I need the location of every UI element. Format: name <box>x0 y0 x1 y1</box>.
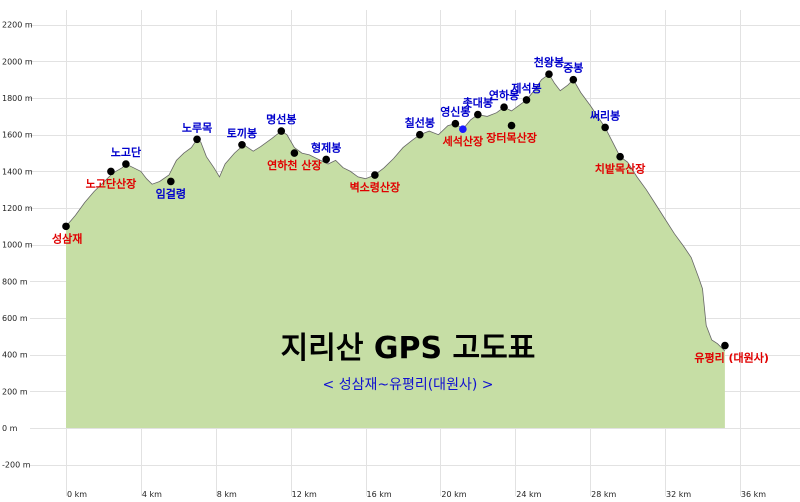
waypoint-label: 노루목 <box>182 121 212 134</box>
waypoint-marker <box>107 167 115 176</box>
waypoint-marker <box>238 141 246 149</box>
x-tick-label: 32 km <box>666 490 691 499</box>
waypoint-label: 토끼봉 <box>227 126 257 140</box>
waypoint-marker <box>474 110 482 119</box>
waypoint-label: 노고단 <box>111 145 141 159</box>
chart-title: 지리산 GPS 고도표 <box>281 331 536 366</box>
waypoint-marker <box>601 123 609 132</box>
waypoint-label: 치밭목산장 <box>595 162 646 176</box>
y-tick-label: 2000 m <box>2 57 33 66</box>
waypoint-marker <box>451 119 460 128</box>
elevation-area <box>65 73 726 428</box>
y-tick-label: 400 m <box>2 351 28 360</box>
y-tick-label: -200 m <box>2 461 31 470</box>
waypoint-marker <box>167 177 175 186</box>
chart-subtitle: < 성삼재~유평리(대원사) > <box>323 377 494 393</box>
waypoint-label: 촛대봉 <box>463 96 493 110</box>
waypoint-marker <box>193 135 201 144</box>
waypoint-label: 칠선봉 <box>405 116 435 130</box>
y-tick-label: 1200 m <box>2 204 33 213</box>
x-tick-label: 28 km <box>591 490 616 499</box>
waypoint-label: 노고단산장 <box>86 176 137 190</box>
waypoint-marker <box>507 121 516 130</box>
elevation-fill <box>66 74 725 428</box>
y-axis-ticks: 2200 m 2000 m 1800 m 1600 m 1400 m 1200 m 1000… <box>2 21 33 470</box>
waypoint-label: 연하천 산장 <box>267 158 321 172</box>
waypoint-label: 영신봉 <box>440 105 470 119</box>
waypoint-marker <box>500 103 508 112</box>
waypoint-marker <box>569 75 578 84</box>
elevation-line <box>65 73 726 352</box>
waypoint-marker <box>522 96 531 104</box>
x-tick-label: 0 km <box>67 490 87 499</box>
waypoint-label: 중봉 <box>563 62 583 75</box>
y-tick-label: 200 m <box>2 387 28 396</box>
x-tick-label: 16 km <box>367 490 392 499</box>
waypoint-marker <box>122 160 130 168</box>
waypoint-marker <box>290 149 299 157</box>
waypoint-label: 제석봉 <box>511 81 541 95</box>
y-tick-label: 800 m <box>2 277 28 286</box>
waypoint-label: 장터목산장 <box>486 131 537 145</box>
y-tick-label: 2200 m <box>2 21 33 30</box>
waypoint-label: 임걸령 <box>156 187 186 200</box>
y-tick-label: 600 m <box>2 314 28 323</box>
y-tick-label: 1000 m <box>2 241 33 250</box>
x-tick-label: 8 km <box>217 490 237 499</box>
waypoint-label: 천왕봉 <box>534 55 564 69</box>
waypoint-marker <box>616 152 624 161</box>
waypoint-label: 성삼재 <box>52 231 82 245</box>
waypoint-marker <box>62 222 70 231</box>
x-tick-label: 4 km <box>142 490 162 499</box>
x-tick-label: 12 km <box>292 490 317 499</box>
waypoint-label: 벽소령산장 <box>350 180 401 194</box>
waypoint-label: 연하봉 <box>489 88 519 102</box>
waypoint-label: 유평리 (대원사) <box>694 351 769 365</box>
x-axis-ticks: 0 km 4 km 8 km 12 km 16 km 20 km 24 km 28 km 32 … <box>67 490 766 499</box>
waypoint-marker <box>459 125 467 134</box>
y-tick-label: 0 m <box>2 424 18 433</box>
y-tick-label: 1800 m <box>2 94 33 103</box>
waypoint-marker <box>545 70 553 79</box>
waypoint-label: 세석산장 <box>443 134 483 148</box>
waypoint-label: 명선봉 <box>266 112 296 126</box>
waypoint-marker <box>371 171 379 179</box>
waypoint-marker <box>322 155 331 164</box>
y-tick-label: 1600 m <box>2 131 33 140</box>
x-tick-label: 20 km <box>441 490 466 499</box>
waypoint-label: 형제봉 <box>311 140 341 154</box>
waypoint-marker <box>416 130 424 139</box>
waypoint-marker <box>277 127 286 135</box>
waypoint-marker <box>721 341 729 350</box>
y-tick-label: 1400 m <box>2 167 33 176</box>
waypoint-label: 써리봉 <box>590 108 620 122</box>
x-tick-label: 36 km <box>741 490 766 499</box>
x-tick-label: 24 km <box>516 490 541 499</box>
